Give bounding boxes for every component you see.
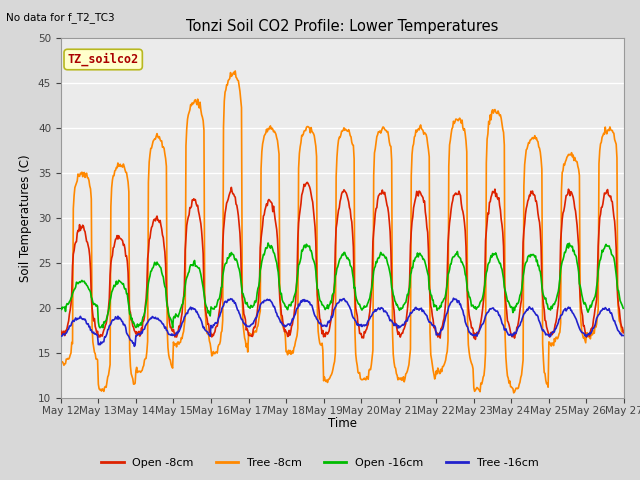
Y-axis label: Soil Temperatures (C): Soil Temperatures (C) bbox=[19, 155, 32, 282]
Title: Tonzi Soil CO2 Profile: Lower Temperatures: Tonzi Soil CO2 Profile: Lower Temperatur… bbox=[186, 20, 499, 35]
Legend: Open -8cm, Tree -8cm, Open -16cm, Tree -16cm: Open -8cm, Tree -8cm, Open -16cm, Tree -… bbox=[97, 453, 543, 472]
X-axis label: Time: Time bbox=[328, 418, 357, 431]
Text: No data for f_T2_TC3: No data for f_T2_TC3 bbox=[6, 12, 115, 23]
Text: TZ_soilco2: TZ_soilco2 bbox=[68, 53, 139, 66]
